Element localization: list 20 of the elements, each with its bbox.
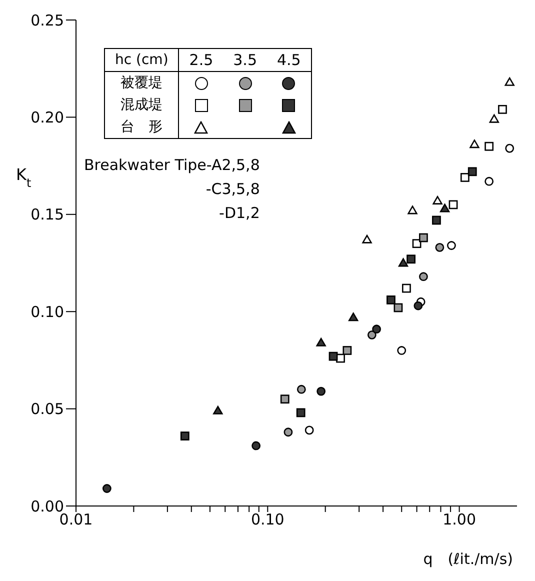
annotation: 混成堤 <box>104 94 179 116</box>
x-tick-label: 0.10 <box>250 510 284 529</box>
annotation: -D1,2 <box>219 203 260 224</box>
x-axis-title: q (ℓit./m/s) <box>423 550 513 568</box>
annotation: 台 形 <box>104 116 179 138</box>
legend-title: hc (cm) <box>104 48 179 72</box>
annotation: -C3,5,8 <box>206 179 260 200</box>
x-tick-label: 0.01 <box>59 510 93 529</box>
annotation: 4.5 <box>276 50 302 71</box>
annotation: Breakwater Tipe-A2,5,8 <box>84 155 260 176</box>
y-tick-label: 0.05 <box>30 400 64 418</box>
x-tick-label: 1.00 <box>442 510 476 529</box>
y-tick-label: 0.15 <box>30 206 64 224</box>
annotation: 被覆堤 <box>104 72 179 94</box>
y-tick-label: 0.10 <box>30 302 64 321</box>
annotation: 3.5 <box>232 50 258 71</box>
annotation: 2.5 <box>188 50 214 71</box>
y-axis-title: K$_{t}$ <box>16 165 32 190</box>
y-tick-label: 0.20 <box>30 108 64 127</box>
y-tick-label: 0.25 <box>30 11 64 30</box>
